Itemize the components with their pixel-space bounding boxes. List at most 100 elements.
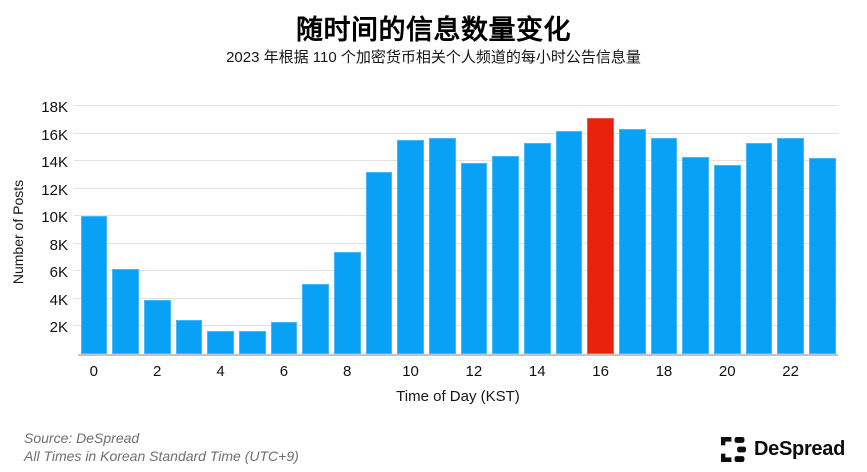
bar-slot-hour-22 — [775, 108, 807, 354]
gridline-16K — [74, 132, 838, 134]
bar-slot-hour-3 — [173, 108, 205, 354]
x-tick-label-23 — [806, 363, 838, 380]
x-tick-label-17 — [616, 363, 648, 380]
bar-slot-hour-9 — [363, 108, 395, 354]
x-tick-label-19 — [680, 363, 712, 380]
x-tick-label-22: 22 — [782, 363, 799, 380]
bar-hour-23 — [808, 158, 836, 354]
bar-hour-12 — [460, 162, 488, 354]
y-tick-label: 6K — [49, 264, 68, 282]
x-tick-label-7 — [300, 363, 332, 380]
y-tick-label: 4K — [49, 291, 68, 309]
bar-hour-22 — [777, 137, 804, 354]
x-tick-label-10: 10 — [402, 363, 419, 380]
gridline-6K — [74, 270, 838, 272]
x-tick-label-14: 14 — [528, 363, 546, 380]
y-tick-label: 8K — [49, 236, 68, 254]
y-tick-label: 16K — [41, 126, 68, 144]
bar-slot-hour-23 — [806, 108, 838, 354]
bar-hour-7 — [302, 283, 329, 354]
x-tick-label-13 — [490, 363, 522, 380]
bar-slot-hour-0 — [78, 108, 110, 354]
bar-slot-hour-10 — [395, 108, 427, 354]
plot-area — [74, 105, 838, 356]
bar-hour-9 — [365, 172, 393, 354]
bar-hour-21 — [745, 143, 773, 354]
despread-logo-icon — [721, 437, 747, 462]
x-tick-label-15 — [553, 363, 585, 380]
bar-slot-hour-20 — [711, 108, 743, 354]
x-tick-label-8: 8 — [343, 363, 352, 380]
x-tick-label-3 — [173, 363, 205, 380]
bar-slot-hour-17 — [616, 108, 648, 354]
bar-slot-hour-13 — [490, 108, 522, 354]
bar-slot-hour-6 — [268, 108, 300, 354]
x-tick-label-20: 20 — [718, 363, 736, 380]
x-tick-label-12: 12 — [465, 363, 483, 380]
bar-hour-19 — [682, 156, 709, 354]
gridline-10K — [74, 215, 838, 217]
bar-hour-20 — [713, 165, 741, 354]
y-tick-label: 12K — [41, 181, 68, 199]
source-line-2: All Times in Korean Standard Time (UTC+9… — [24, 448, 299, 464]
bar-slot-hour-21 — [743, 108, 775, 354]
bar-hour-14 — [523, 143, 551, 354]
bar-slot-hour-5 — [236, 108, 268, 354]
bar-hour-8 — [333, 252, 361, 354]
bar-slot-hour-19 — [680, 108, 712, 354]
x-tick-label-5 — [236, 363, 268, 380]
x-tick-label-16: 16 — [592, 363, 609, 380]
y-tick-label: 18K — [41, 99, 68, 116]
y-tick-label: 14K — [41, 154, 68, 172]
y-tick-label: 10K — [41, 209, 68, 227]
bar-slot-hour-16 — [585, 108, 617, 354]
bar-hour-2 — [143, 300, 171, 354]
bar-hour-0 — [80, 216, 108, 354]
bar-slot-hour-2 — [141, 108, 173, 354]
x-axis-tick-labels: 0 2 4 6 8 10 12 14 16 18 20 22 — [78, 363, 838, 380]
gridline-8K — [74, 242, 838, 244]
bar-hour-13 — [492, 155, 519, 354]
x-tick-label-1 — [110, 363, 142, 380]
x-tick-label-18: 18 — [655, 363, 673, 380]
x-tick-label-0: 0 — [89, 363, 98, 380]
bar-hour-4 — [207, 330, 234, 354]
x-tick-label-4: 4 — [216, 363, 225, 380]
bar-slot-hour-12 — [458, 108, 490, 354]
highlighted-bar-hour-16 — [587, 118, 614, 354]
bar-slot-hour-8 — [331, 108, 363, 354]
gridline-4K — [74, 297, 838, 299]
bar-hour-6 — [270, 322, 298, 354]
source-line-1: Source: DeSpread — [24, 430, 140, 446]
bar-hour-18 — [650, 137, 678, 354]
x-tick-label-9 — [363, 363, 395, 380]
bar-slot-hour-14 — [521, 108, 553, 354]
x-tick-label-2: 2 — [153, 363, 162, 380]
x-tick-label-21 — [743, 363, 775, 380]
brand-logo: DeSpread — [721, 437, 845, 462]
bar-hour-10 — [397, 140, 424, 354]
bar-series — [78, 108, 838, 354]
bar-hour-17 — [618, 129, 646, 354]
gridline-18K — [74, 105, 838, 106]
x-tick-label-11 — [426, 363, 458, 380]
x-axis-title: Time of Day (KST) — [396, 388, 520, 405]
bar-hour-15 — [555, 130, 583, 354]
gridline-14K — [74, 160, 838, 162]
bar-hour-11 — [428, 137, 456, 354]
gridline-2K — [74, 325, 838, 327]
bar-hour-5 — [238, 330, 266, 354]
bar-slot-hour-18 — [648, 108, 680, 354]
bar-slot-hour-15 — [553, 108, 585, 354]
source-note: Source: DeSpread All Times in Korean Sta… — [24, 429, 299, 465]
chart-subtitle: 2023 年根据 110 个加密货币相关个人频道的每小时公告信息量 — [226, 49, 641, 66]
bar-hour-3 — [175, 319, 203, 354]
brand-name: DeSpread — [754, 438, 845, 460]
gridline-12K — [74, 187, 838, 189]
bar-slot-hour-7 — [300, 108, 332, 354]
bar-hour-1 — [112, 268, 139, 354]
bar-slot-hour-4 — [205, 108, 237, 354]
y-tick-label: 2K — [49, 319, 68, 337]
bar-slot-hour-11 — [426, 108, 458, 354]
